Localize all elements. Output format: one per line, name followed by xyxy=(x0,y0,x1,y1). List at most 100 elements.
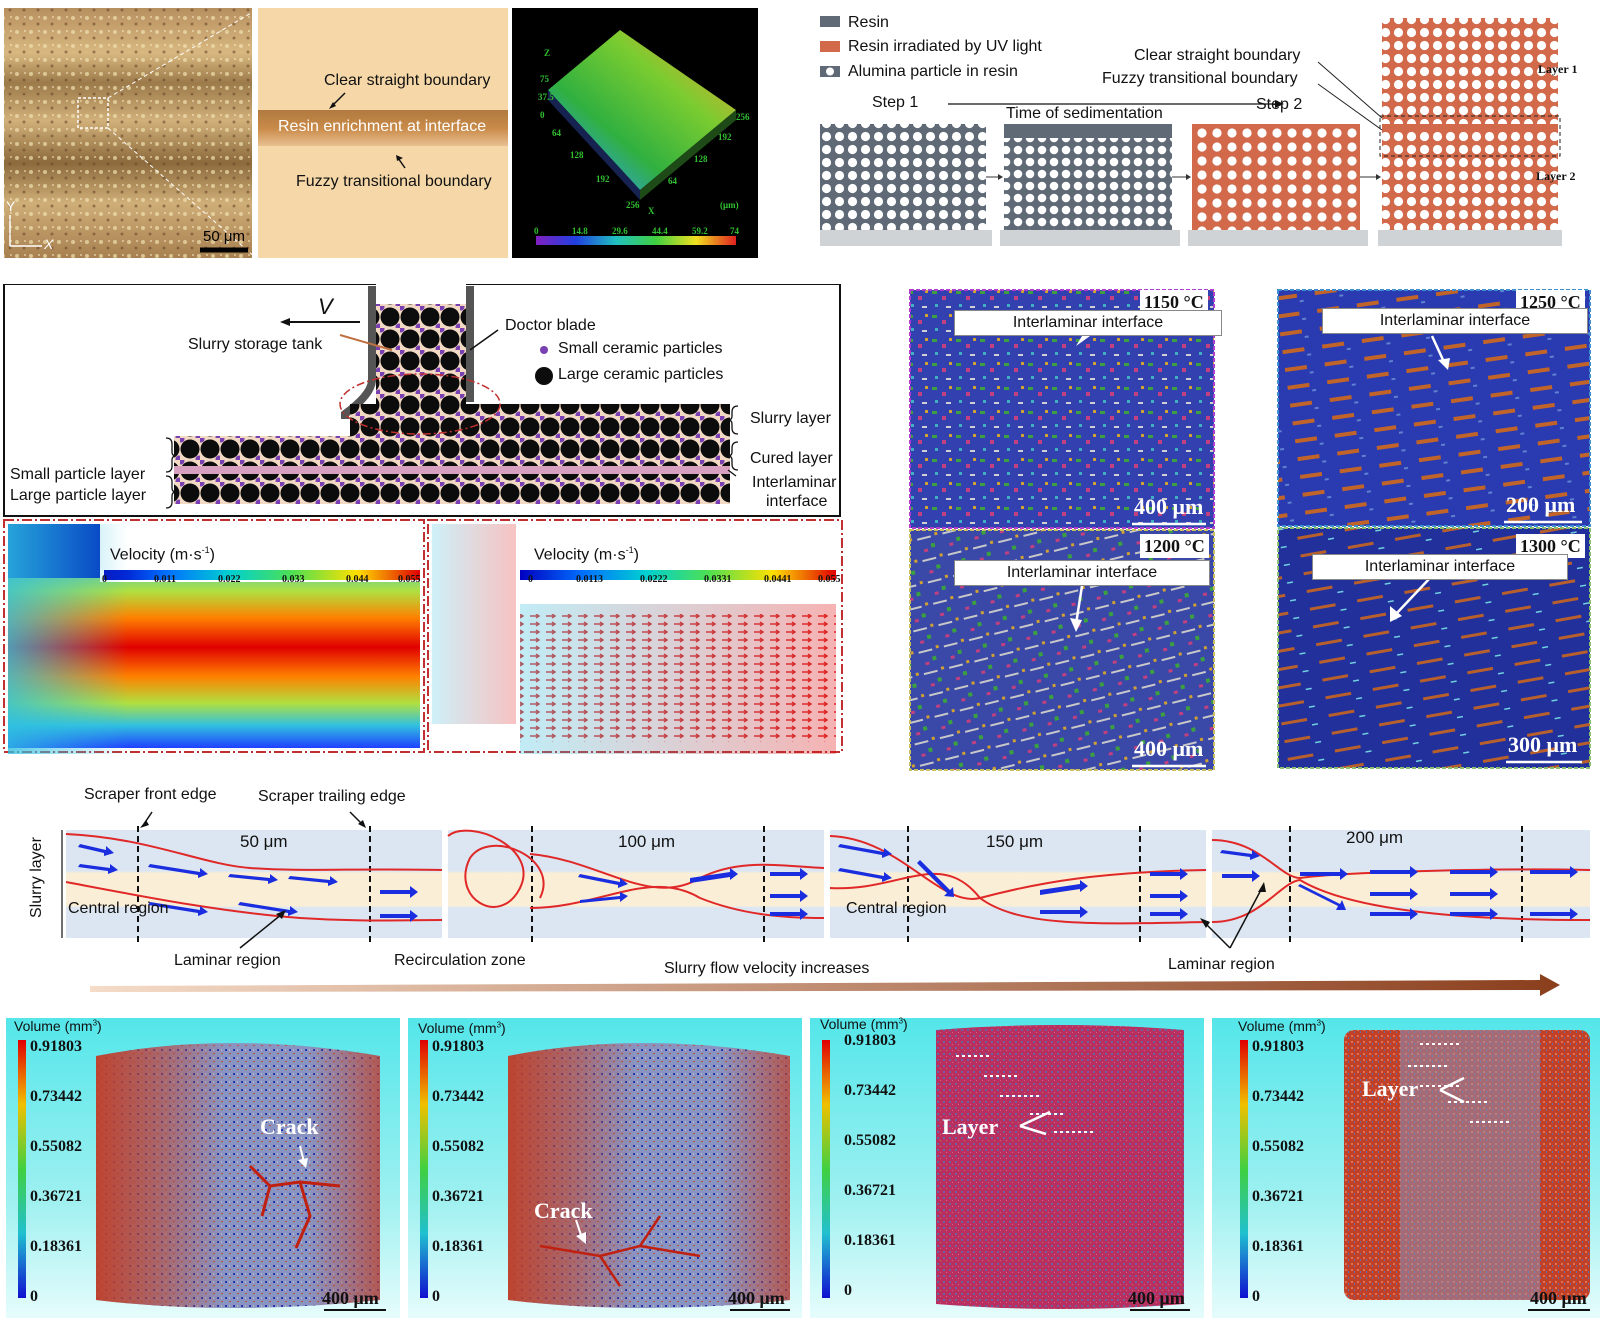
cured-layer-label: Cured layer xyxy=(750,450,833,467)
vol-tick: 0.36721 xyxy=(1252,1188,1304,1205)
panel-e: Scraper front edge Scraper trailing edge… xyxy=(0,786,1600,1004)
profile-x-tick: 128 xyxy=(694,154,708,164)
legend-particle: Alumina particle in resin xyxy=(848,63,1018,80)
scale-1300: 300 μm xyxy=(1508,732,1578,757)
volume-label-4: Volume (mm3) xyxy=(1238,1018,1326,1034)
axis-x-label: X xyxy=(44,236,54,252)
trailing-edge-label: Scraper trailing edge xyxy=(258,788,406,805)
slurry-layer-vertical: Slurry layer xyxy=(28,837,45,918)
scale-f3: 400 μm xyxy=(1128,1288,1185,1308)
panel-b-graphics xyxy=(812,16,1562,246)
interlaminar-label-2: interface xyxy=(766,493,828,510)
layer1-label: Layer 1 xyxy=(1538,62,1578,76)
small-particles-label: Small ceramic particles xyxy=(558,340,723,357)
scale-f2: 400 μm xyxy=(728,1288,785,1308)
velocity-tick-right: 0.0222 xyxy=(640,574,668,585)
central-region-label-2: Central region xyxy=(846,900,947,917)
crack-label-2: Crack xyxy=(534,1198,593,1223)
recirculation-label: Recirculation zone xyxy=(394,952,526,969)
vol-tick: 0.36721 xyxy=(30,1188,82,1205)
profile-z-tick: 75 xyxy=(540,74,549,84)
axis-y-label: Y xyxy=(6,198,16,214)
colorbar-tick: 0 xyxy=(534,226,539,236)
surface-plot xyxy=(548,30,736,190)
vol-tick: 0.36721 xyxy=(432,1188,484,1205)
vol-tick: 0.91803 xyxy=(844,1032,896,1049)
velocity-increases-label: Slurry flow velocity increases xyxy=(664,960,870,977)
large-particles-label: Large ceramic particles xyxy=(558,366,724,383)
panel-e-graphics xyxy=(61,811,1591,996)
panel-c-graphics xyxy=(3,283,843,754)
volume-label-1: Volume (mm3) xyxy=(14,1018,102,1034)
doctor-blade-label: Doctor blade xyxy=(505,317,596,334)
velocity-tick-left: 0.033 xyxy=(282,574,305,585)
panel-b: Resin Resin irradiated by UV light Alumi… xyxy=(812,0,1600,262)
central-region-label: Central region xyxy=(68,900,169,917)
vol-tick: 0.73442 xyxy=(30,1088,82,1105)
volume-label-3: Volume (mm3) xyxy=(820,1016,908,1032)
volume-label-2: Volume (mm3) xyxy=(418,1020,506,1036)
temp-1200: 1200 °C xyxy=(1140,534,1209,558)
clear-label: Clear straight boundary xyxy=(1134,47,1301,64)
profile-x-label: X xyxy=(648,206,655,216)
velocity-tick-left: 0.022 xyxy=(218,574,241,585)
tank-particles xyxy=(376,304,466,404)
profile-unit: (μm) xyxy=(720,200,739,210)
vol-tick: 0 xyxy=(1252,1288,1260,1305)
legend-swatch-uv xyxy=(820,41,840,52)
interface-label-1300: Interlaminar interface xyxy=(1312,554,1568,580)
scale-f4: 400 μm xyxy=(1530,1288,1587,1308)
colorbar-tick: 59.2 xyxy=(692,226,708,236)
small-particle-legend xyxy=(540,346,548,354)
panel-d: 1150 °C 1250 °C 1200 °C 1300 °C Interlam… xyxy=(906,288,1600,784)
profile-x-tick: 256 xyxy=(736,112,750,122)
legend-resin: Resin xyxy=(848,14,889,31)
profile-z-label: Z xyxy=(544,48,551,58)
vol-tick: 0.73442 xyxy=(432,1088,484,1105)
vol-tick: 0.91803 xyxy=(432,1038,484,1055)
vol-tick: 0.36721 xyxy=(844,1182,896,1199)
panel-a: Y X 50 μm Clear straight boundary Resin … xyxy=(0,0,760,262)
velocity-tick-right: 0 xyxy=(528,574,533,585)
velocity-tick-left: 0.011 xyxy=(154,574,176,585)
fuzzy-label: Fuzzy transitional boundary xyxy=(1102,70,1298,87)
panel-c: V Slurry storage tank Doctor blade Small… xyxy=(0,283,860,770)
crack-label-1: Crack xyxy=(260,1114,319,1139)
profile-y-tick: 192 xyxy=(596,174,610,184)
profile-y-tick: 64 xyxy=(552,128,561,138)
velocity-increase-arrow xyxy=(90,974,1560,996)
colorbar-tick: 44.4 xyxy=(652,226,668,236)
interlaminar-label-1: Interlaminar xyxy=(752,474,837,491)
scale-1200: 400 μm xyxy=(1134,736,1204,761)
colorbar-tick: 74 xyxy=(730,226,739,236)
front-edge-label: Scraper front edge xyxy=(84,786,217,803)
scale-f1: 400 μm xyxy=(322,1288,379,1308)
time-label: Time of sedimentation xyxy=(1006,105,1163,122)
legend-swatch-resin xyxy=(820,16,840,27)
interface-label-1150: Interlaminar interface xyxy=(954,310,1222,336)
vol-tick: 0.55082 xyxy=(432,1138,484,1155)
velocity-tick-right: 0.0331 xyxy=(704,574,732,585)
profile-y-tick: 256 xyxy=(626,200,640,210)
vol-tick: 0 xyxy=(432,1288,440,1305)
size-50: 50 μm xyxy=(240,832,288,851)
resin-enrichment-label: Resin enrichment at interface xyxy=(278,118,487,135)
legend-uv: Resin irradiated by UV light xyxy=(848,38,1042,55)
step2-label: Step 2 xyxy=(1256,96,1303,113)
large-layer-label: Large particle layer xyxy=(10,487,147,504)
colorbar-tick: 29.6 xyxy=(612,226,628,236)
profile-y-tick: 128 xyxy=(570,150,584,160)
velocity-tick-right: 0.0113 xyxy=(576,574,603,585)
vol-tick: 0.18361 xyxy=(432,1238,484,1255)
vol-tick: 0.55082 xyxy=(30,1138,82,1155)
velocity-tick-left: 0 xyxy=(102,574,107,585)
velocity-tick-right: 0.055 xyxy=(818,574,841,585)
vol-tick: 0 xyxy=(844,1282,852,1299)
velocity-tick-left: 0.055 xyxy=(398,574,421,585)
slurry-layer-label: Slurry layer xyxy=(750,410,831,427)
size-200: 200 μm xyxy=(1346,828,1404,847)
vol-tick: 0.73442 xyxy=(1252,1088,1304,1105)
layer-label-3: Layer xyxy=(942,1114,999,1139)
laminar-region-label-2: Laminar region xyxy=(1168,956,1275,973)
large-particle-legend xyxy=(535,367,553,385)
